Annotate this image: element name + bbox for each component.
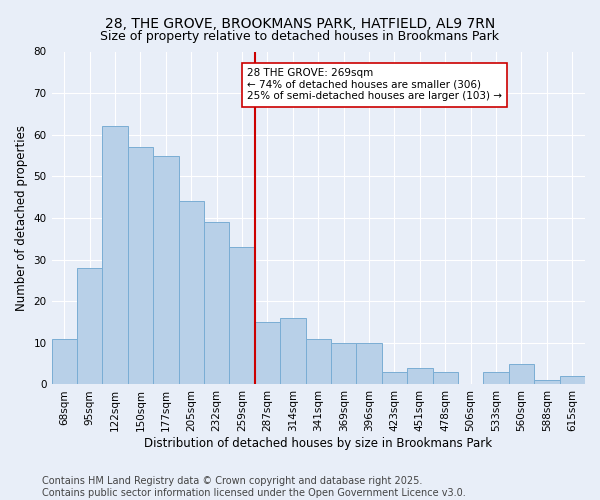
Y-axis label: Number of detached properties: Number of detached properties bbox=[15, 125, 28, 311]
Text: 28, THE GROVE, BROOKMANS PARK, HATFIELD, AL9 7RN: 28, THE GROVE, BROOKMANS PARK, HATFIELD,… bbox=[105, 18, 495, 32]
Bar bbox=[560, 376, 585, 384]
Bar bbox=[229, 247, 255, 384]
Bar bbox=[179, 202, 204, 384]
Bar bbox=[484, 372, 509, 384]
Bar bbox=[52, 338, 77, 384]
Bar bbox=[433, 372, 458, 384]
X-axis label: Distribution of detached houses by size in Brookmans Park: Distribution of detached houses by size … bbox=[144, 437, 493, 450]
Bar bbox=[382, 372, 407, 384]
Bar bbox=[103, 126, 128, 384]
Bar bbox=[153, 156, 179, 384]
Bar bbox=[407, 368, 433, 384]
Bar bbox=[356, 343, 382, 384]
Bar bbox=[280, 318, 305, 384]
Text: 28 THE GROVE: 269sqm
← 74% of detached houses are smaller (306)
25% of semi-deta: 28 THE GROVE: 269sqm ← 74% of detached h… bbox=[247, 68, 502, 102]
Bar bbox=[305, 338, 331, 384]
Bar bbox=[204, 222, 229, 384]
Bar bbox=[255, 322, 280, 384]
Bar bbox=[509, 364, 534, 384]
Bar bbox=[77, 268, 103, 384]
Bar bbox=[534, 380, 560, 384]
Text: Contains HM Land Registry data © Crown copyright and database right 2025.
Contai: Contains HM Land Registry data © Crown c… bbox=[42, 476, 466, 498]
Text: Size of property relative to detached houses in Brookmans Park: Size of property relative to detached ho… bbox=[101, 30, 499, 43]
Bar bbox=[331, 343, 356, 384]
Bar bbox=[128, 147, 153, 384]
